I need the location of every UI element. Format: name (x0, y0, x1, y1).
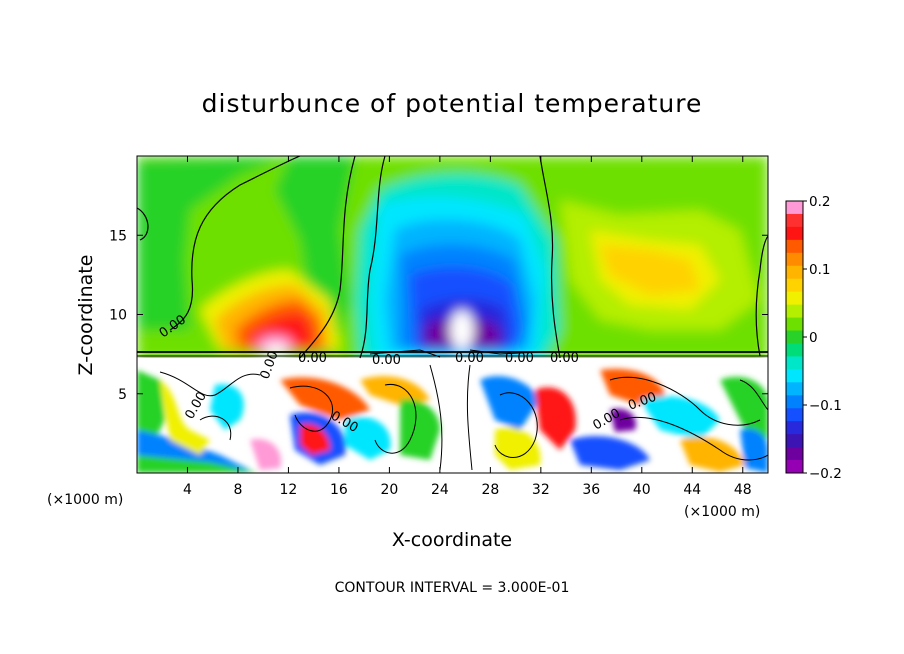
x-tick-label: 16 (330, 482, 348, 498)
colorbar-swatch (786, 213, 803, 228)
colorbar-swatch (786, 304, 803, 319)
colorbar-swatch (786, 201, 803, 215)
contour-label: 0.00 (372, 353, 401, 368)
x-unit-left: (×1000 m) (47, 492, 123, 508)
colorbar-swatch (786, 343, 803, 357)
colorbar-swatch (786, 408, 803, 422)
y-axis: 5 10 15 (109, 228, 768, 403)
colorbar-swatch (786, 226, 803, 241)
colorbar-swatch (786, 460, 803, 474)
contour-label: 0.00 (505, 351, 534, 366)
x-tick-label: 28 (481, 482, 499, 498)
x-unit-right: (×1000 m) (684, 504, 760, 520)
y-axis-title: Z-coordinate (75, 255, 97, 376)
contour-label: 0.00 (298, 351, 327, 366)
colorbar-swatch (786, 434, 803, 448)
contour-label: 0.00 (550, 351, 579, 366)
y-tick-label: 15 (109, 228, 127, 244)
x-tick-label: 48 (734, 482, 752, 498)
y-tick-label: 5 (118, 387, 127, 403)
x-axis: 4 8 12 16 20 24 28 32 36 40 44 48 (183, 156, 752, 498)
y-tick-label: 10 (109, 308, 127, 324)
colorbar-swatch (786, 252, 803, 267)
contour-interval-note: CONTOUR INTERVAL = 3.000E-01 (335, 580, 570, 596)
colorbar-tick-label: 0 (809, 330, 818, 346)
x-tick-label: 44 (683, 482, 701, 498)
colorbar-swatch (786, 330, 803, 344)
colorbar-swatch (786, 369, 803, 383)
colorbar-swatch (786, 421, 803, 435)
chart-title: disturbunce of potential temperature (202, 89, 703, 118)
x-tick-label: 12 (280, 482, 298, 498)
colorbar-swatch (786, 317, 803, 332)
x-tick-label: 32 (532, 482, 550, 498)
colorbar-swatch (786, 382, 803, 396)
colorbar-swatch (786, 291, 803, 306)
colorbar-tick-label: 0.2 (809, 194, 830, 210)
colorbar-swatch (786, 356, 803, 370)
colorbar-tick-label: −0.1 (809, 398, 842, 414)
colorbar-swatch (786, 239, 803, 254)
x-tick-label: 20 (380, 482, 398, 498)
colorbar-swatch (786, 265, 803, 280)
colorbar-swatch (786, 278, 803, 293)
x-tick-label: 4 (183, 482, 192, 498)
colorbar-swatch (786, 447, 803, 461)
x-tick-label: 8 (233, 482, 242, 498)
x-tick-label: 36 (582, 482, 600, 498)
x-tick-label: 24 (431, 482, 449, 498)
x-axis-title: X-coordinate (392, 529, 512, 551)
plot-area: 0.00 0.00 0.00 0.00 0.00 0.00 0.00 0.00 … (137, 156, 768, 473)
contour-label: 0.00 (455, 351, 484, 366)
colorbar-tick-label: 0.1 (809, 262, 830, 278)
colorbar-swatch (786, 395, 803, 409)
colorbar: 0.2 0.1 0 −0.1 −0.2 (785, 194, 842, 482)
x-tick-label: 40 (633, 482, 651, 498)
colorbar-tick-label: −0.2 (809, 466, 842, 482)
